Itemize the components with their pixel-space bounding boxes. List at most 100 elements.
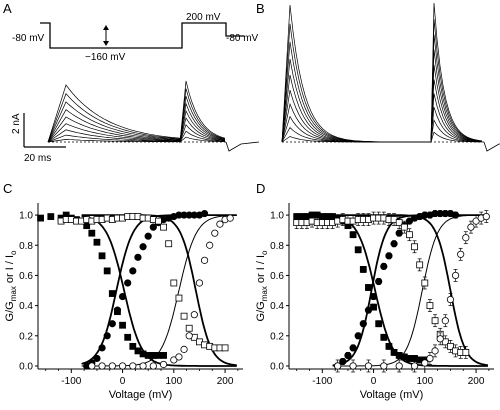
data-point-circle	[108, 362, 116, 370]
y-tick-label: 0.8	[19, 241, 33, 252]
current-traces-a	[47, 80, 260, 152]
data-point-circle	[344, 351, 352, 360]
data-point-square	[160, 352, 167, 359]
y-axis-label: G/Gmax or I / Io	[255, 250, 269, 321]
data-point-circle	[421, 359, 429, 367]
data-point-circle	[334, 362, 342, 370]
data-point-circle	[98, 362, 106, 370]
protocol-label-post: -80 mV	[226, 33, 259, 44]
y-tick-label: 0.8	[270, 241, 284, 252]
data-point-square	[185, 324, 193, 332]
protocol-label-prepulse: −160 mV	[85, 52, 126, 63]
y-tick-label: 0.4	[270, 301, 284, 312]
boltzmann-fit-curve	[81, 214, 237, 367]
current-trace	[47, 124, 226, 143]
data-point-square	[406, 231, 413, 239]
current-trace	[47, 109, 226, 143]
tail-current	[483, 141, 500, 152]
data-point-circle	[149, 362, 157, 370]
data-point-circle	[431, 347, 439, 355]
activation-inactivation-chart-d: 0.0 0.2 0.4 0.6 0.8 1.0 -100 0 100 200 Voltage (mV…	[255, 203, 494, 401]
current-trace	[47, 102, 226, 143]
data-point-circle	[139, 362, 147, 370]
data-point-square	[170, 279, 178, 287]
boltzmann-fit-curve	[332, 214, 488, 367]
data-point-circle	[380, 362, 388, 370]
panel-d-letter: D	[256, 181, 265, 196]
panel-b-letter: B	[256, 1, 265, 16]
data-point-square	[93, 238, 101, 246]
current-trace	[47, 80, 226, 143]
data-point-square	[370, 303, 377, 311]
data-point-square	[411, 243, 418, 251]
tail-current	[225, 141, 260, 152]
data-point-circle	[426, 354, 434, 363]
current-traces-b	[281, 2, 500, 152]
data-point-circle	[180, 345, 188, 353]
data-point-circle	[451, 211, 460, 219]
data-point-circle	[410, 362, 419, 370]
data-point-circle	[144, 232, 152, 240]
x-tick-label: 100	[416, 376, 433, 387]
y-tick-label: 1.0	[270, 211, 284, 222]
data-point-square	[431, 317, 439, 325]
data-point-circle	[364, 362, 373, 370]
current-trace	[47, 88, 226, 143]
data-point-circle	[129, 267, 137, 275]
data-point-square	[462, 348, 470, 356]
panel-c: C 0.0 0.2 0.4 0.6 0.8 1.0 -100 0 100 200 Voltage (…	[3, 181, 243, 401]
data-point-square	[180, 312, 188, 320]
data-point-square	[47, 213, 55, 220]
data-point-square	[375, 320, 383, 328]
data-point-circle	[226, 214, 234, 222]
data-point-circle	[159, 360, 168, 369]
time-scale-label: 20 ms	[24, 153, 51, 164]
data-point-circle	[364, 306, 373, 314]
x-axis-label: Voltage (mV)	[109, 389, 173, 401]
data-point-circle	[108, 320, 116, 328]
data-point-circle	[369, 292, 378, 301]
data-point-circle	[98, 344, 106, 352]
current-trace	[47, 117, 226, 143]
protocol-label-test: 200 mV	[186, 12, 221, 23]
y-tick-label: 1.0	[19, 211, 33, 222]
data-point-circle	[175, 353, 183, 361]
data-point-circle	[375, 277, 383, 286]
data-point-square	[221, 344, 229, 352]
data-point-square	[103, 267, 111, 275]
data-point-square	[98, 252, 106, 260]
data-point-square	[119, 321, 126, 329]
data-point-circle	[88, 362, 96, 370]
y-tick-label: 0.0	[19, 361, 33, 372]
data-point-circle	[441, 317, 449, 325]
x-tick-label: 200	[468, 376, 485, 387]
panel-a: A -80 mV −160 mV 200 mV -80 mV 2 nA 20 m…	[3, 1, 260, 164]
data-point-circle	[134, 253, 142, 261]
current-scale-label: 2 nA	[11, 113, 22, 134]
data-point-circle	[185, 332, 193, 340]
data-point-circle	[93, 354, 101, 363]
data-point-square	[359, 265, 367, 273]
data-point-circle	[216, 220, 224, 228]
data-point-square	[37, 214, 44, 222]
x-tick-label: -100	[61, 376, 81, 387]
x-axis-label: Voltage (mV)	[360, 389, 424, 401]
data-point-circle	[462, 234, 470, 242]
boltzmann-fit-curve	[332, 215, 488, 367]
data-point-square	[124, 333, 132, 341]
y-tick-label: 0.6	[270, 271, 284, 282]
protocol-label-hold: -80 mV	[12, 33, 45, 44]
panel-b: B	[256, 1, 500, 152]
data-point-circle	[395, 362, 403, 370]
data-point-square	[441, 338, 449, 346]
y-tick-label: 0.0	[270, 361, 284, 372]
panel-d: D 0.0 0.2 0.4 0.6 0.8 1.0 -100 0 100 200 Voltage (…	[255, 181, 494, 401]
current-trace	[47, 130, 226, 144]
y-tick-label: 0.2	[19, 331, 33, 342]
data-point-circle	[118, 292, 127, 301]
data-point-circle	[129, 362, 137, 370]
x-tick-label: 200	[217, 376, 234, 387]
data-point-square	[129, 342, 137, 350]
voltage-protocol	[40, 22, 244, 49]
data-point-circle	[380, 262, 388, 270]
